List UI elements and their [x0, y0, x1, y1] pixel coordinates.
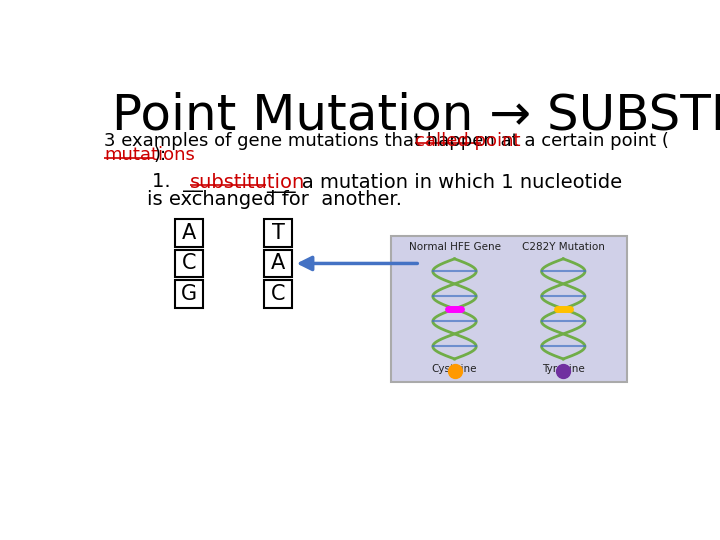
Text: is exchanged for  another.: is exchanged for another.: [148, 190, 402, 208]
Bar: [175, 219, 203, 247]
Bar: [175, 280, 203, 308]
Text: C282Y Mutation: C282Y Mutation: [522, 242, 605, 252]
Bar: [175, 249, 203, 278]
Text: called point: called point: [415, 132, 521, 150]
Text: mutations: mutations: [104, 146, 195, 164]
Text: Normal HFE Gene: Normal HFE Gene: [408, 242, 500, 252]
Text: Cysteine: Cysteine: [432, 363, 477, 374]
Text: Point Mutation → SUBSTITUTION: Point Mutation → SUBSTITUTION: [112, 92, 720, 140]
Text: 3 examples of gene mutations that happen at a certain point (: 3 examples of gene mutations that happen…: [104, 132, 669, 150]
Bar: [264, 219, 292, 247]
Text: 1.  __: 1. __: [152, 173, 203, 192]
Text: substitution: substitution: [190, 173, 305, 192]
Text: C: C: [182, 253, 197, 273]
Text: ):: ):: [153, 146, 166, 164]
Text: A: A: [182, 222, 197, 242]
Text: ___ a mutation in which 1 nucleotide: ___ a mutation in which 1 nucleotide: [266, 173, 623, 193]
Bar: [391, 236, 627, 382]
Text: G: G: [181, 284, 197, 304]
Bar: [264, 280, 292, 308]
Text: A: A: [271, 253, 285, 273]
Text: Tyrosine: Tyrosine: [542, 363, 585, 374]
Bar: [264, 249, 292, 278]
Text: T: T: [272, 222, 285, 242]
Text: C: C: [271, 284, 286, 304]
